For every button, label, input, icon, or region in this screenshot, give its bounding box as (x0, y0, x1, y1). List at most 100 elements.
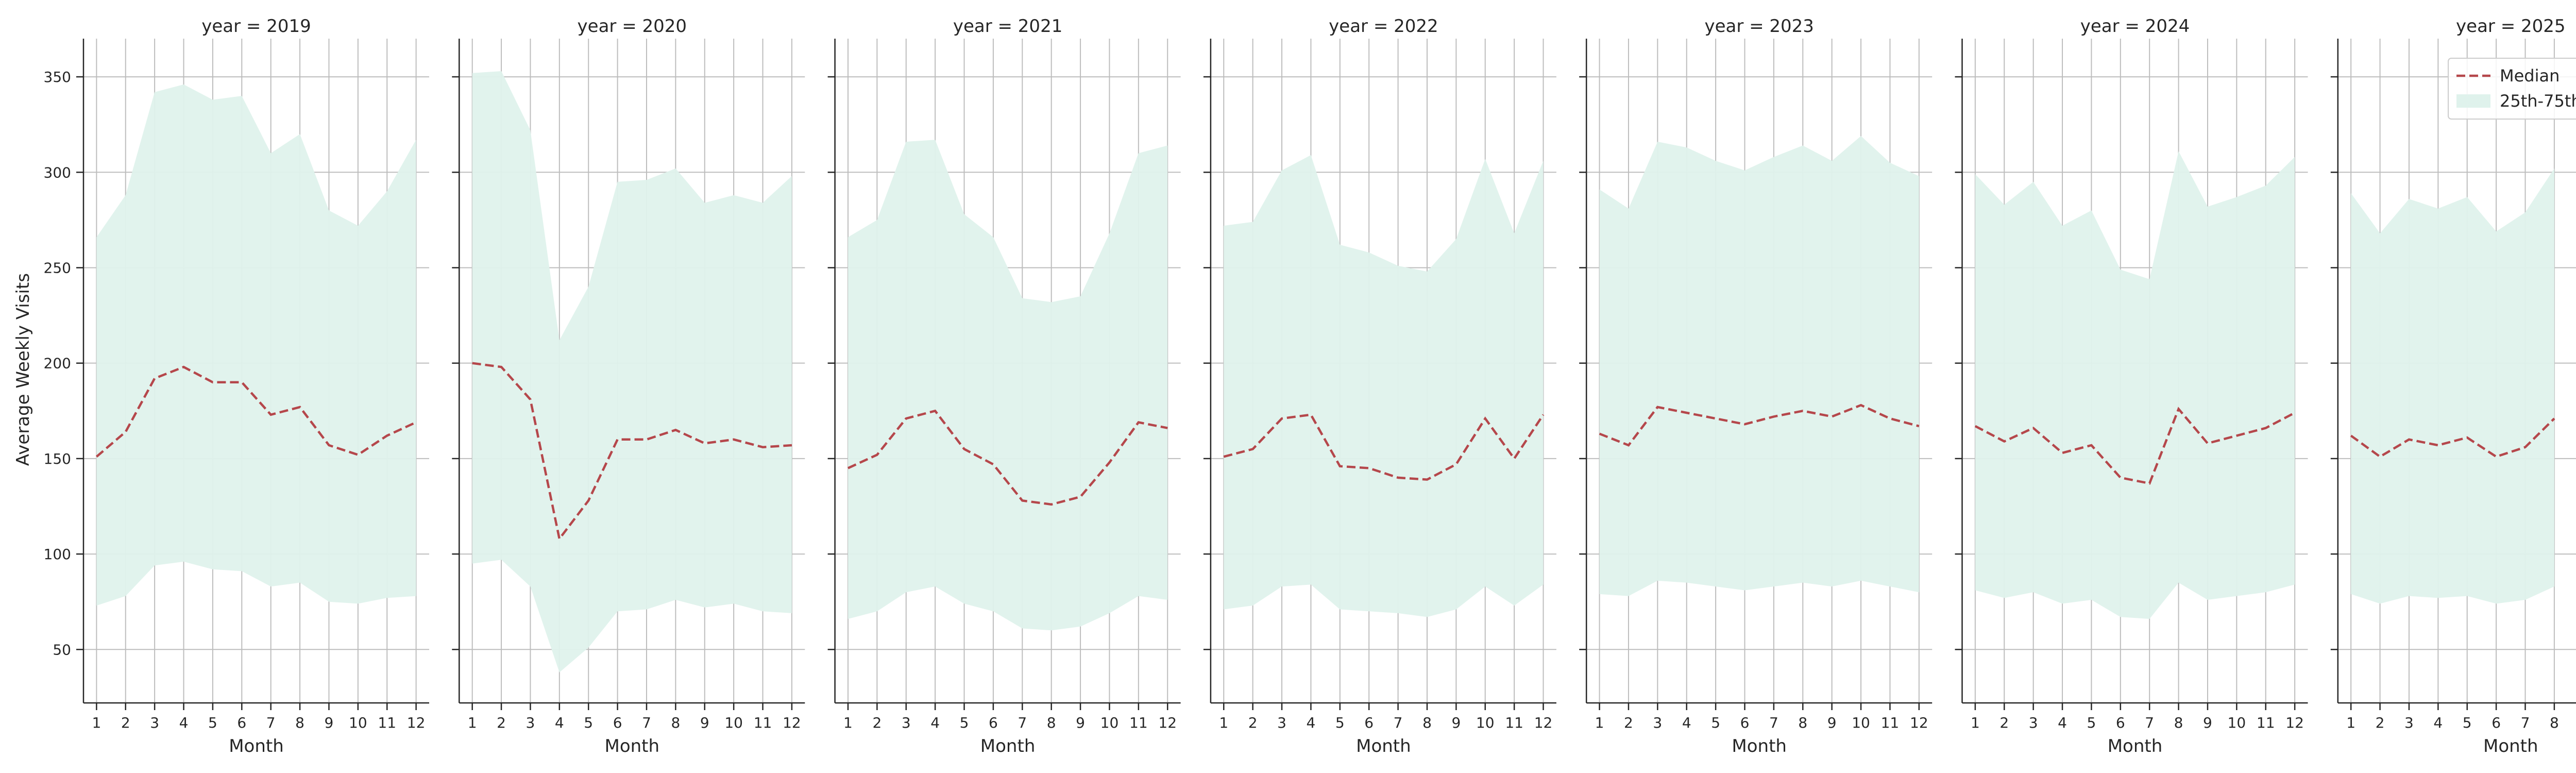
x-tick-label: 2 (1248, 714, 1258, 731)
x-tick-label: 7 (642, 714, 651, 731)
x-tick-label: 6 (1364, 714, 1374, 731)
x-tick-label: 8 (1047, 714, 1056, 731)
x-tick-label: 4 (179, 714, 189, 731)
percentile-band (2351, 168, 2554, 604)
x-tick-label: 11 (2257, 714, 2275, 731)
x-tick-label: 1 (1971, 714, 1980, 731)
x-tick-label: 3 (902, 714, 911, 731)
x-tick-label: 6 (237, 714, 246, 731)
x-tick-label: 2 (121, 714, 130, 731)
x-tick-label: 11 (378, 714, 396, 731)
x-tick-label: 9 (325, 714, 334, 731)
x-tick-label: 6 (613, 714, 622, 731)
x-tick-label: 7 (1769, 714, 1778, 731)
x-tick-label: 12 (407, 714, 426, 731)
x-tick-label: 4 (555, 714, 564, 731)
x-tick-label: 4 (930, 714, 940, 731)
x-axis-label: Month (2483, 736, 2538, 757)
x-tick-label: 7 (2145, 714, 2154, 731)
x-tick-label: 8 (1798, 714, 1807, 731)
legend: Median 25th-75th Percentile (2448, 58, 2576, 120)
x-tick-label: 3 (2029, 714, 2038, 731)
x-tick-label: 10 (349, 714, 367, 731)
x-axis-label: Month (980, 736, 1036, 757)
x-tick-label: 1 (1595, 714, 1604, 731)
x-tick-label: 5 (2463, 714, 2472, 731)
x-axis-label: Month (1732, 736, 1787, 757)
median-line (2350, 417, 2555, 458)
x-tick-label: 2 (872, 714, 882, 731)
median-line (95, 365, 417, 458)
x-tick-label: 4 (2058, 714, 2067, 731)
percentile-band (1599, 136, 1919, 596)
x-tick-label: 7 (1018, 714, 1027, 731)
x-tick-label: 2 (2376, 714, 2385, 731)
panel-title: year = 2022 (1329, 16, 1438, 37)
x-tick-label: 4 (1682, 714, 1691, 731)
median-line (1599, 404, 1920, 447)
x-tick-label: 7 (1394, 714, 1403, 731)
y-tick-label: 100 (44, 546, 71, 563)
x-tick-label: 3 (150, 714, 159, 731)
panel-title: year = 2019 (201, 16, 311, 37)
x-tick-label: 12 (783, 714, 801, 731)
x-axis-label: Month (2108, 736, 2163, 757)
y-tick-label: 350 (44, 69, 71, 86)
x-tick-label: 6 (989, 714, 998, 731)
x-tick-label: 5 (2087, 714, 2096, 731)
legend-band-label: 25th-75th Percentile (2500, 91, 2576, 111)
x-tick-label: 8 (2174, 714, 2183, 731)
x-tick-label: 8 (671, 714, 680, 731)
x-tick-label: 5 (208, 714, 217, 731)
x-tick-label: 2 (1624, 714, 1633, 731)
x-tick-label: 6 (2492, 714, 2501, 731)
percentile-band (1224, 155, 1544, 617)
percentile-band (1975, 151, 2295, 619)
x-tick-label: 7 (2521, 714, 2530, 731)
x-tick-label: 7 (266, 714, 276, 731)
x-tick-label: 11 (1881, 714, 1900, 731)
x-tick-label: 12 (1534, 714, 1553, 731)
x-tick-label: 2 (497, 714, 506, 731)
x-tick-label: 8 (1422, 714, 1432, 731)
x-axis-label: Month (605, 736, 660, 757)
x-axis-label: Month (229, 736, 284, 757)
x-tick-label: 10 (724, 714, 743, 731)
x-tick-label: 6 (1740, 714, 1750, 731)
y-tick-label: 50 (53, 641, 71, 658)
panel-title: year = 2020 (578, 16, 687, 37)
panel-title: year = 2024 (2080, 16, 2190, 37)
x-tick-label: 10 (1852, 714, 1870, 731)
x-tick-label: 12 (1910, 714, 1928, 731)
x-tick-label: 3 (1277, 714, 1286, 731)
x-axis-label: Month (1356, 736, 1411, 757)
median-line (472, 362, 792, 542)
y-tick-label: 200 (44, 355, 71, 372)
x-tick-label: 9 (700, 714, 709, 731)
x-tick-label: 12 (2285, 714, 2304, 731)
legend-median-label: Median (2500, 66, 2560, 86)
x-tick-label: 2 (1999, 714, 2009, 731)
x-tick-label: 6 (2116, 714, 2125, 731)
panel-title: year = 2023 (1704, 16, 1814, 37)
y-axis-label: Average Weekly Visits (13, 273, 33, 466)
x-tick-label: 4 (1307, 714, 1316, 731)
legend-band-swatch (2456, 94, 2490, 108)
x-tick-label: 11 (754, 714, 772, 731)
x-tick-label: 9 (1451, 714, 1461, 731)
x-tick-label: 9 (2203, 714, 2212, 731)
x-tick-label: 1 (92, 714, 101, 731)
x-tick-label: 8 (295, 714, 304, 731)
median-line (848, 409, 1168, 506)
x-tick-label: 1 (2346, 714, 2355, 731)
median-line (1223, 413, 1545, 481)
x-tick-label: 11 (1505, 714, 1523, 731)
x-tick-label: 1 (843, 714, 853, 731)
